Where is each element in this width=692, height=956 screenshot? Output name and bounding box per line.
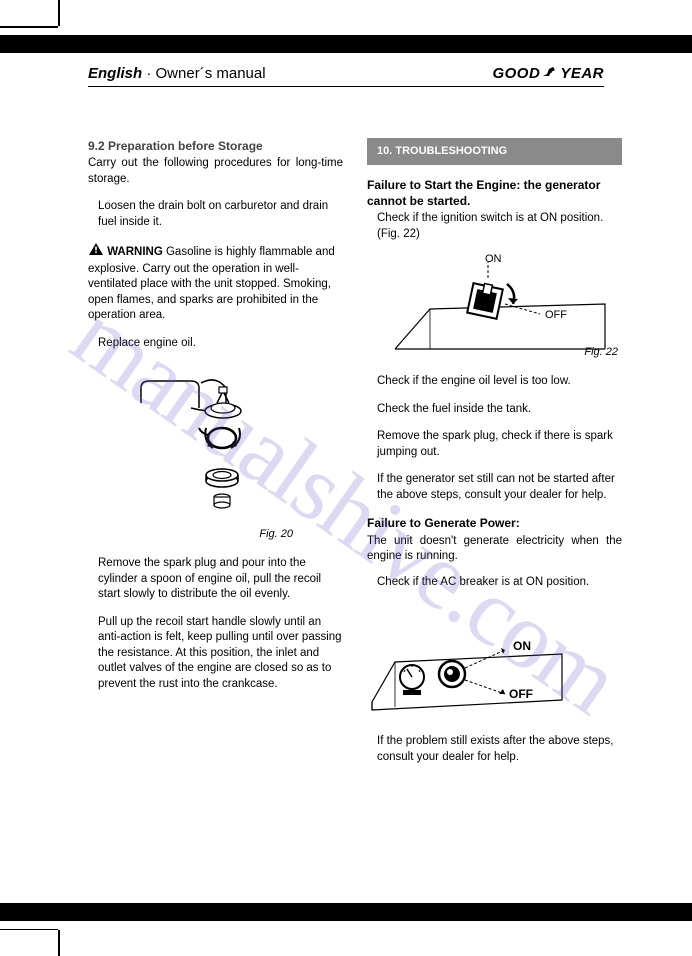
header-language: English (88, 65, 142, 82)
content-area: 9.2 Preparation before Storage Carry out… (88, 138, 622, 866)
crop-mark (0, 929, 58, 931)
header-subtitle: Owner´s manual (156, 65, 266, 82)
f1-step-fuel: Check the fuel inside the tank. (367, 402, 622, 418)
f1-step-dealer: If the generator set still can not be st… (367, 472, 622, 503)
header-separator: · (146, 65, 151, 82)
step-spark-plug: Remove the spark plug and pour into the … (88, 556, 343, 603)
section-10-bar: 10. TROUBLESHOOTING (367, 138, 622, 165)
wingfoot-icon (541, 64, 559, 82)
intro-text: Carry out the following procedures for l… (88, 156, 343, 187)
right-column: 10. TROUBLESHOOTING Failure to Start the… (367, 138, 622, 866)
f1-step-ignition: Check if the ignition switch is at ON po… (367, 211, 622, 242)
page-header: English · Owner´s manual GOOD YEAR (88, 64, 604, 87)
fig-20-caption: Fig. 20 (88, 527, 343, 542)
step-replace-oil: Replace engine oil. (88, 336, 343, 352)
header-title: English · Owner´s manual (88, 65, 266, 82)
warning-block: WARNING Gasoline is highly flammable and… (88, 242, 343, 324)
figure-breaker (367, 602, 577, 722)
brand-right: YEAR (560, 65, 604, 82)
failure-start-heading: Failure to Start the Engine: the generat… (367, 177, 622, 209)
figure-22 (375, 254, 615, 364)
brand-left: GOOD (492, 65, 540, 82)
top-black-bar (0, 35, 692, 53)
failure-power-heading: Failure to Generate Power: (367, 515, 622, 531)
f2-step-breaker: Check if the AC breaker is at ON positio… (367, 575, 622, 591)
f2-step-dealer: If the problem still exists after the ab… (367, 734, 622, 765)
section-9-2-heading: 9.2 Preparation before Storage (88, 138, 343, 154)
breaker-on-label: ON (513, 638, 531, 654)
brand-logo: GOOD YEAR (492, 64, 604, 82)
fig22-on-label: ON (485, 252, 502, 267)
figure-20 (131, 363, 301, 523)
left-column: 9.2 Preparation before Storage Carry out… (88, 138, 343, 866)
bottom-black-bar (0, 903, 692, 921)
step-drain-bolt: Loosen the drain bolt on carburetor and … (88, 199, 343, 230)
fig22-off-label: OFF (545, 308, 567, 323)
figure-breaker-wrapper: ON OFF (367, 602, 622, 722)
f1-step-spark-plug: Remove the spark plug, check if there is… (367, 429, 622, 460)
crop-mark (58, 930, 60, 956)
figure-22-wrapper: ON OFF Fig. 22 (367, 254, 622, 364)
breaker-off-label: OFF (509, 686, 533, 702)
crop-mark (0, 26, 58, 28)
f1-step-oil-level: Check if the engine oil level is too low… (367, 374, 622, 390)
failure-power-intro: The unit doesn't generate electricity wh… (367, 534, 622, 565)
crop-mark (58, 0, 60, 26)
warning-triangle-icon (88, 242, 104, 262)
fig-22-caption: Fig. 22 (584, 345, 618, 360)
warning-label: WARNING (107, 246, 163, 258)
step-recoil-handle: Pull up the recoil start handle slowly u… (88, 615, 343, 693)
